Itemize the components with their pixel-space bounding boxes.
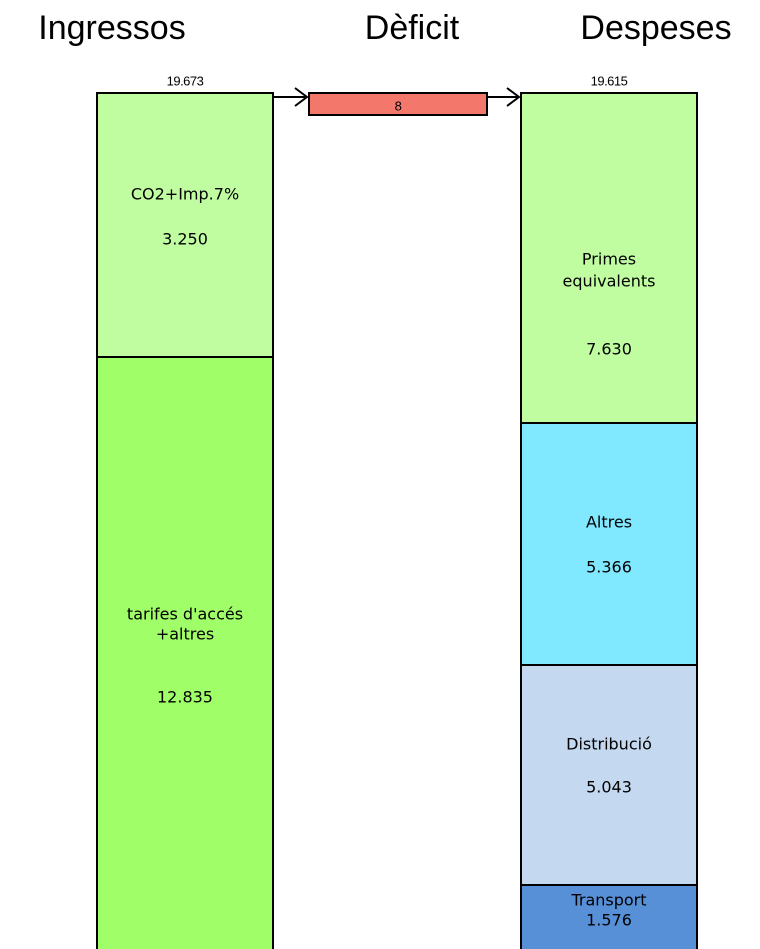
deficit-box xyxy=(308,92,488,116)
income-segment xyxy=(96,92,274,358)
expense-segment xyxy=(520,664,698,886)
segment-value: 5.366 xyxy=(586,558,632,577)
segment-label: equivalents xyxy=(563,272,656,291)
expense-segment xyxy=(520,422,698,666)
header: Dèficit xyxy=(365,9,460,47)
income-total: 19.673 xyxy=(167,73,204,88)
income-segment xyxy=(96,356,274,949)
segment-value: 7.630 xyxy=(586,340,632,359)
segment-label: +altres xyxy=(156,625,214,644)
deficit-value: 8 xyxy=(395,98,402,113)
segment-label: CO2+Imp.7% xyxy=(131,185,239,204)
segment-label: Primes xyxy=(582,250,636,269)
segment-label: tarifes d'accés xyxy=(127,605,243,624)
segment-label: Transport xyxy=(570,891,646,910)
expenses-total: 19.615 xyxy=(591,73,628,88)
segment-value: 12.835 xyxy=(157,688,213,707)
expense-segment xyxy=(520,884,698,949)
header: Ingressos xyxy=(38,9,185,47)
segment-label: Distribució xyxy=(566,735,652,754)
header: Despeses xyxy=(580,9,731,47)
segment-value: 5.043 xyxy=(586,778,632,797)
segment-label: Altres xyxy=(586,513,632,532)
segment-value: 1.576 xyxy=(586,911,632,930)
segment-value: 3.250 xyxy=(162,230,208,249)
arrows xyxy=(273,87,521,107)
